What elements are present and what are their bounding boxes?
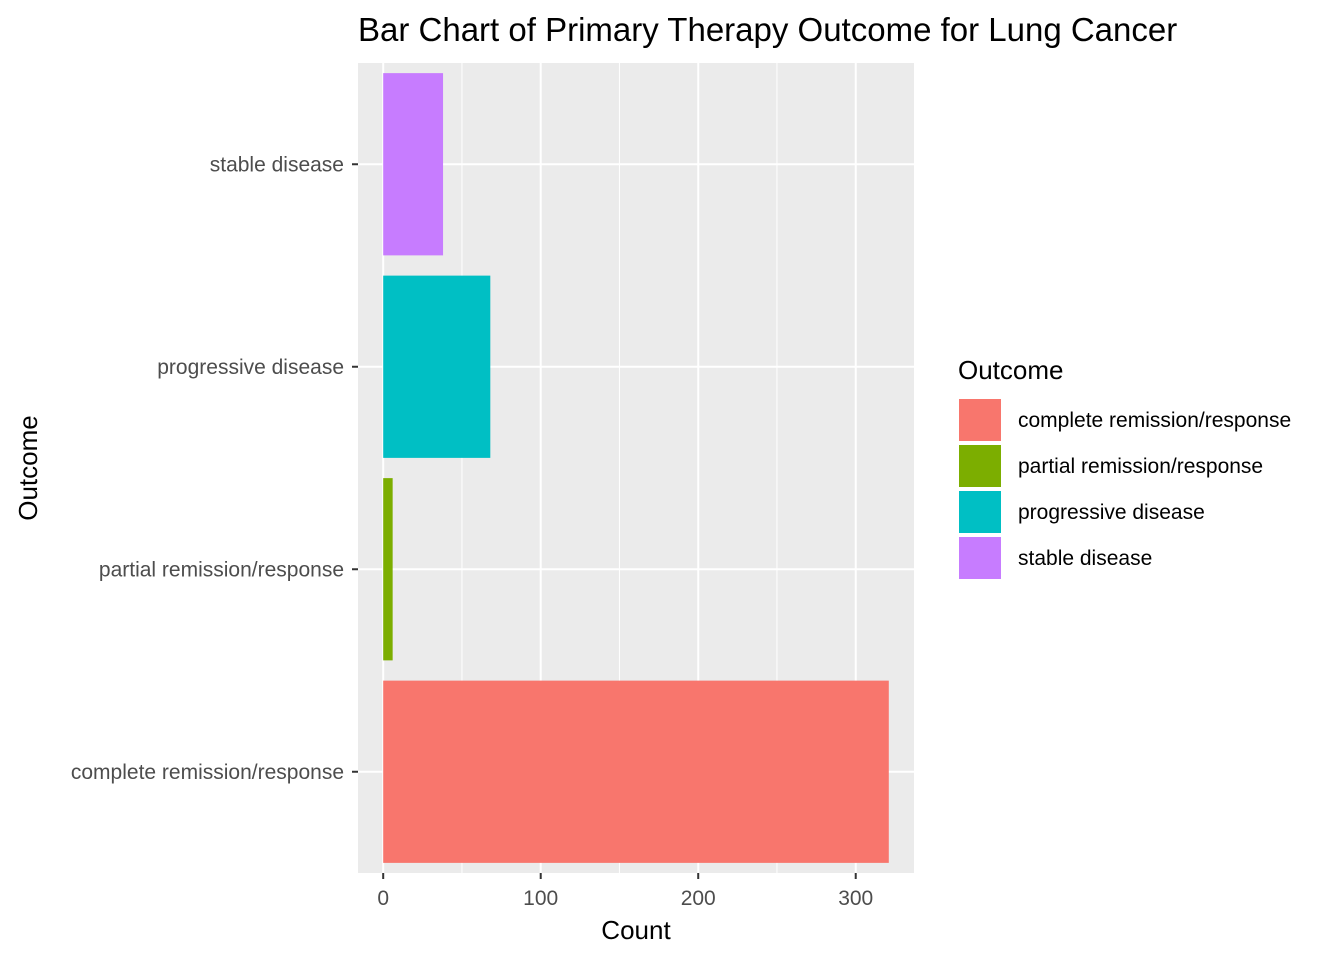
x-tick-label: 100 [523,887,558,910]
x-tick-label: 0 [377,887,389,910]
legend-label: progressive disease [1018,501,1205,524]
y-axis-title: Outcome [13,415,43,521]
bar [383,680,889,863]
y-tick-label: complete remission/response [71,761,344,784]
y-tick-label: partial remission/response [99,558,344,581]
legend-title: Outcome [958,355,1064,385]
legend-key [957,397,1003,443]
x-axis-title: Count [601,915,671,945]
chart-title: Bar Chart of Primary Therapy Outcome for… [358,11,1177,48]
x-tick-label: 300 [838,887,873,910]
y-tick-label: stable disease [210,153,344,176]
bar [383,73,444,256]
x-tick-label: 200 [681,887,716,910]
legend-key [957,535,1003,581]
legend-key [957,489,1003,535]
bar [383,478,393,661]
bars [383,73,889,863]
legend-label: partial remission/response [1018,455,1263,478]
legend: complete remission/response partial remis… [957,397,1291,581]
bar [383,275,491,458]
legend-label: complete remission/response [1018,409,1291,432]
legend-key [957,443,1003,489]
y-axis-ticks: complete remission/response partial remis… [71,153,358,784]
y-tick-label: progressive disease [157,356,344,379]
x-axis-ticks: 0 100 200 300 [377,873,873,910]
legend-label: stable disease [1018,547,1152,570]
